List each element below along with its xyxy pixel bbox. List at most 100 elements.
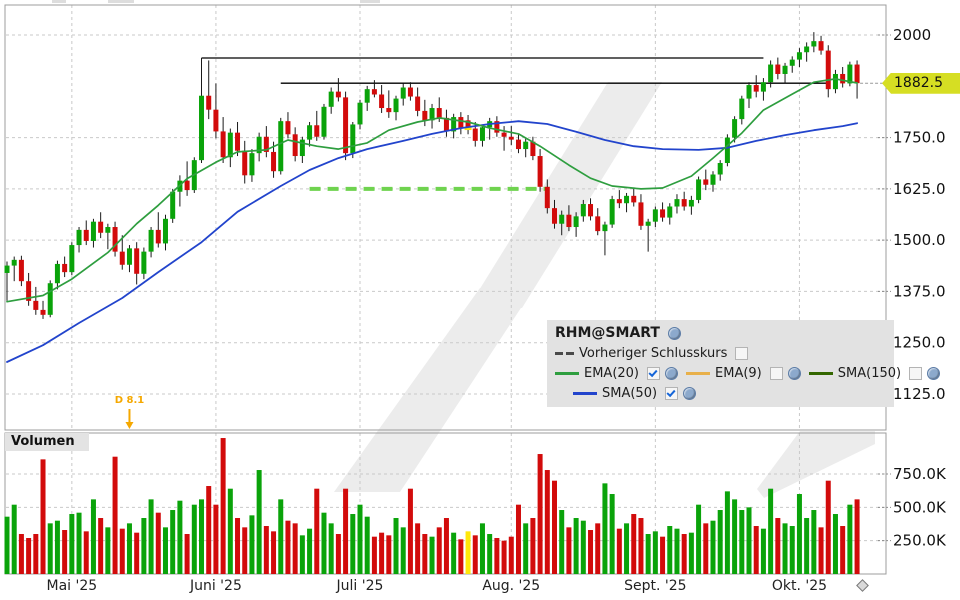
volume-bar (465, 531, 471, 574)
volume-bar (609, 494, 615, 574)
price-panel-border (4, 4, 887, 431)
volume-bar (724, 491, 730, 574)
candle-body (573, 216, 579, 228)
candle-body (4, 265, 10, 273)
volume-bar (832, 514, 838, 574)
volume-bar (371, 536, 377, 574)
globe-icon[interactable] (683, 386, 697, 400)
candle-body (62, 263, 68, 273)
candle-body (768, 64, 774, 83)
dividend-arrow-head[interactable] (125, 422, 134, 429)
candle-body (739, 98, 745, 120)
volume-bar (285, 520, 291, 574)
volume-bar (753, 526, 759, 574)
globe-icon[interactable] (787, 366, 801, 380)
candle-body (602, 224, 608, 232)
candle-body (292, 134, 298, 157)
volume-bar (134, 532, 140, 574)
volume-bar (379, 532, 385, 574)
volume-bar (645, 534, 651, 574)
sma50-checkbox[interactable] (665, 386, 679, 400)
sma150-label: SMA(150) (837, 365, 902, 381)
candle-body (379, 94, 385, 109)
candle-body (688, 199, 694, 207)
volume-bar (263, 526, 269, 574)
volume-bar (184, 534, 190, 574)
candle-body (472, 128, 478, 141)
candle-body (724, 137, 730, 164)
candle-body (825, 50, 831, 90)
candle-body (47, 283, 53, 315)
last-price-tag: 1882.5 (882, 72, 960, 94)
candle-body (271, 151, 277, 172)
candle-body (227, 132, 233, 158)
candle-body (696, 179, 702, 200)
volume-bar (580, 520, 586, 574)
volume-bar (667, 526, 673, 574)
candle-body (760, 82, 766, 92)
x-axis-label: Aug. '25 (482, 578, 540, 594)
candle-body (90, 221, 96, 241)
volume-axis-label: 500.0K (893, 498, 947, 516)
candle-body (18, 259, 24, 282)
volume-bar (789, 526, 795, 574)
volume-bar (364, 516, 370, 574)
volume-bar (796, 494, 802, 574)
volume-bar (271, 531, 277, 574)
volume-bar (696, 504, 702, 574)
sma150-swatch (808, 371, 833, 375)
candle-body (660, 209, 666, 218)
volume-bar (451, 532, 457, 574)
volume-bar (674, 528, 680, 574)
candle-body (580, 204, 586, 217)
candle-body (566, 214, 572, 228)
candle-body (732, 119, 738, 138)
candle-body (681, 199, 687, 207)
ema9-checkbox[interactable] (769, 366, 783, 380)
volume-bar (544, 470, 550, 574)
candle-body (443, 117, 449, 132)
volume-bar (170, 510, 176, 574)
dividend-marker-label[interactable]: D 8.1 (114, 395, 145, 406)
candle-body (530, 141, 536, 157)
volume-bar (494, 538, 500, 574)
ema9-label: EMA(9) (715, 365, 762, 381)
candle-body (407, 87, 413, 97)
candle-body (350, 124, 356, 154)
ema20-checkbox[interactable] (647, 366, 661, 380)
volume-bar (321, 512, 327, 574)
volume-bar (307, 528, 313, 574)
volume-bar (40, 459, 46, 574)
candle-body (645, 221, 651, 226)
prev-close-checkbox[interactable] (735, 346, 749, 360)
volume-axis-label: 750.0K (893, 465, 947, 483)
candle-body (818, 41, 824, 51)
candle-body (83, 229, 89, 241)
candle-body (840, 73, 846, 84)
volume-bar (126, 523, 132, 574)
volume-bar (278, 499, 284, 574)
sma150-checkbox[interactable] (909, 366, 923, 380)
volume-bar (501, 540, 507, 574)
volume-bar (242, 527, 248, 574)
volume-bar (47, 523, 53, 574)
volume-bar (840, 526, 846, 574)
cropped-toolbar-remnant (108, 0, 134, 3)
volume-bar (782, 523, 788, 574)
volume-bar (314, 488, 320, 574)
globe-icon[interactable] (927, 366, 941, 380)
candle-body (710, 174, 716, 185)
volume-bar (436, 527, 442, 574)
volume-bar (83, 531, 89, 574)
candle-body (775, 64, 781, 74)
globe-icon[interactable] (667, 326, 681, 340)
candle-body (213, 109, 219, 132)
volume-bar (616, 528, 622, 574)
legend-ema9: EMA(9) (686, 366, 801, 381)
globe-icon[interactable] (665, 366, 679, 380)
candle-body (299, 139, 305, 157)
candle-body (638, 202, 644, 226)
volume-bar (739, 510, 745, 574)
volume-bar (624, 523, 630, 574)
volume-bar (400, 527, 406, 574)
